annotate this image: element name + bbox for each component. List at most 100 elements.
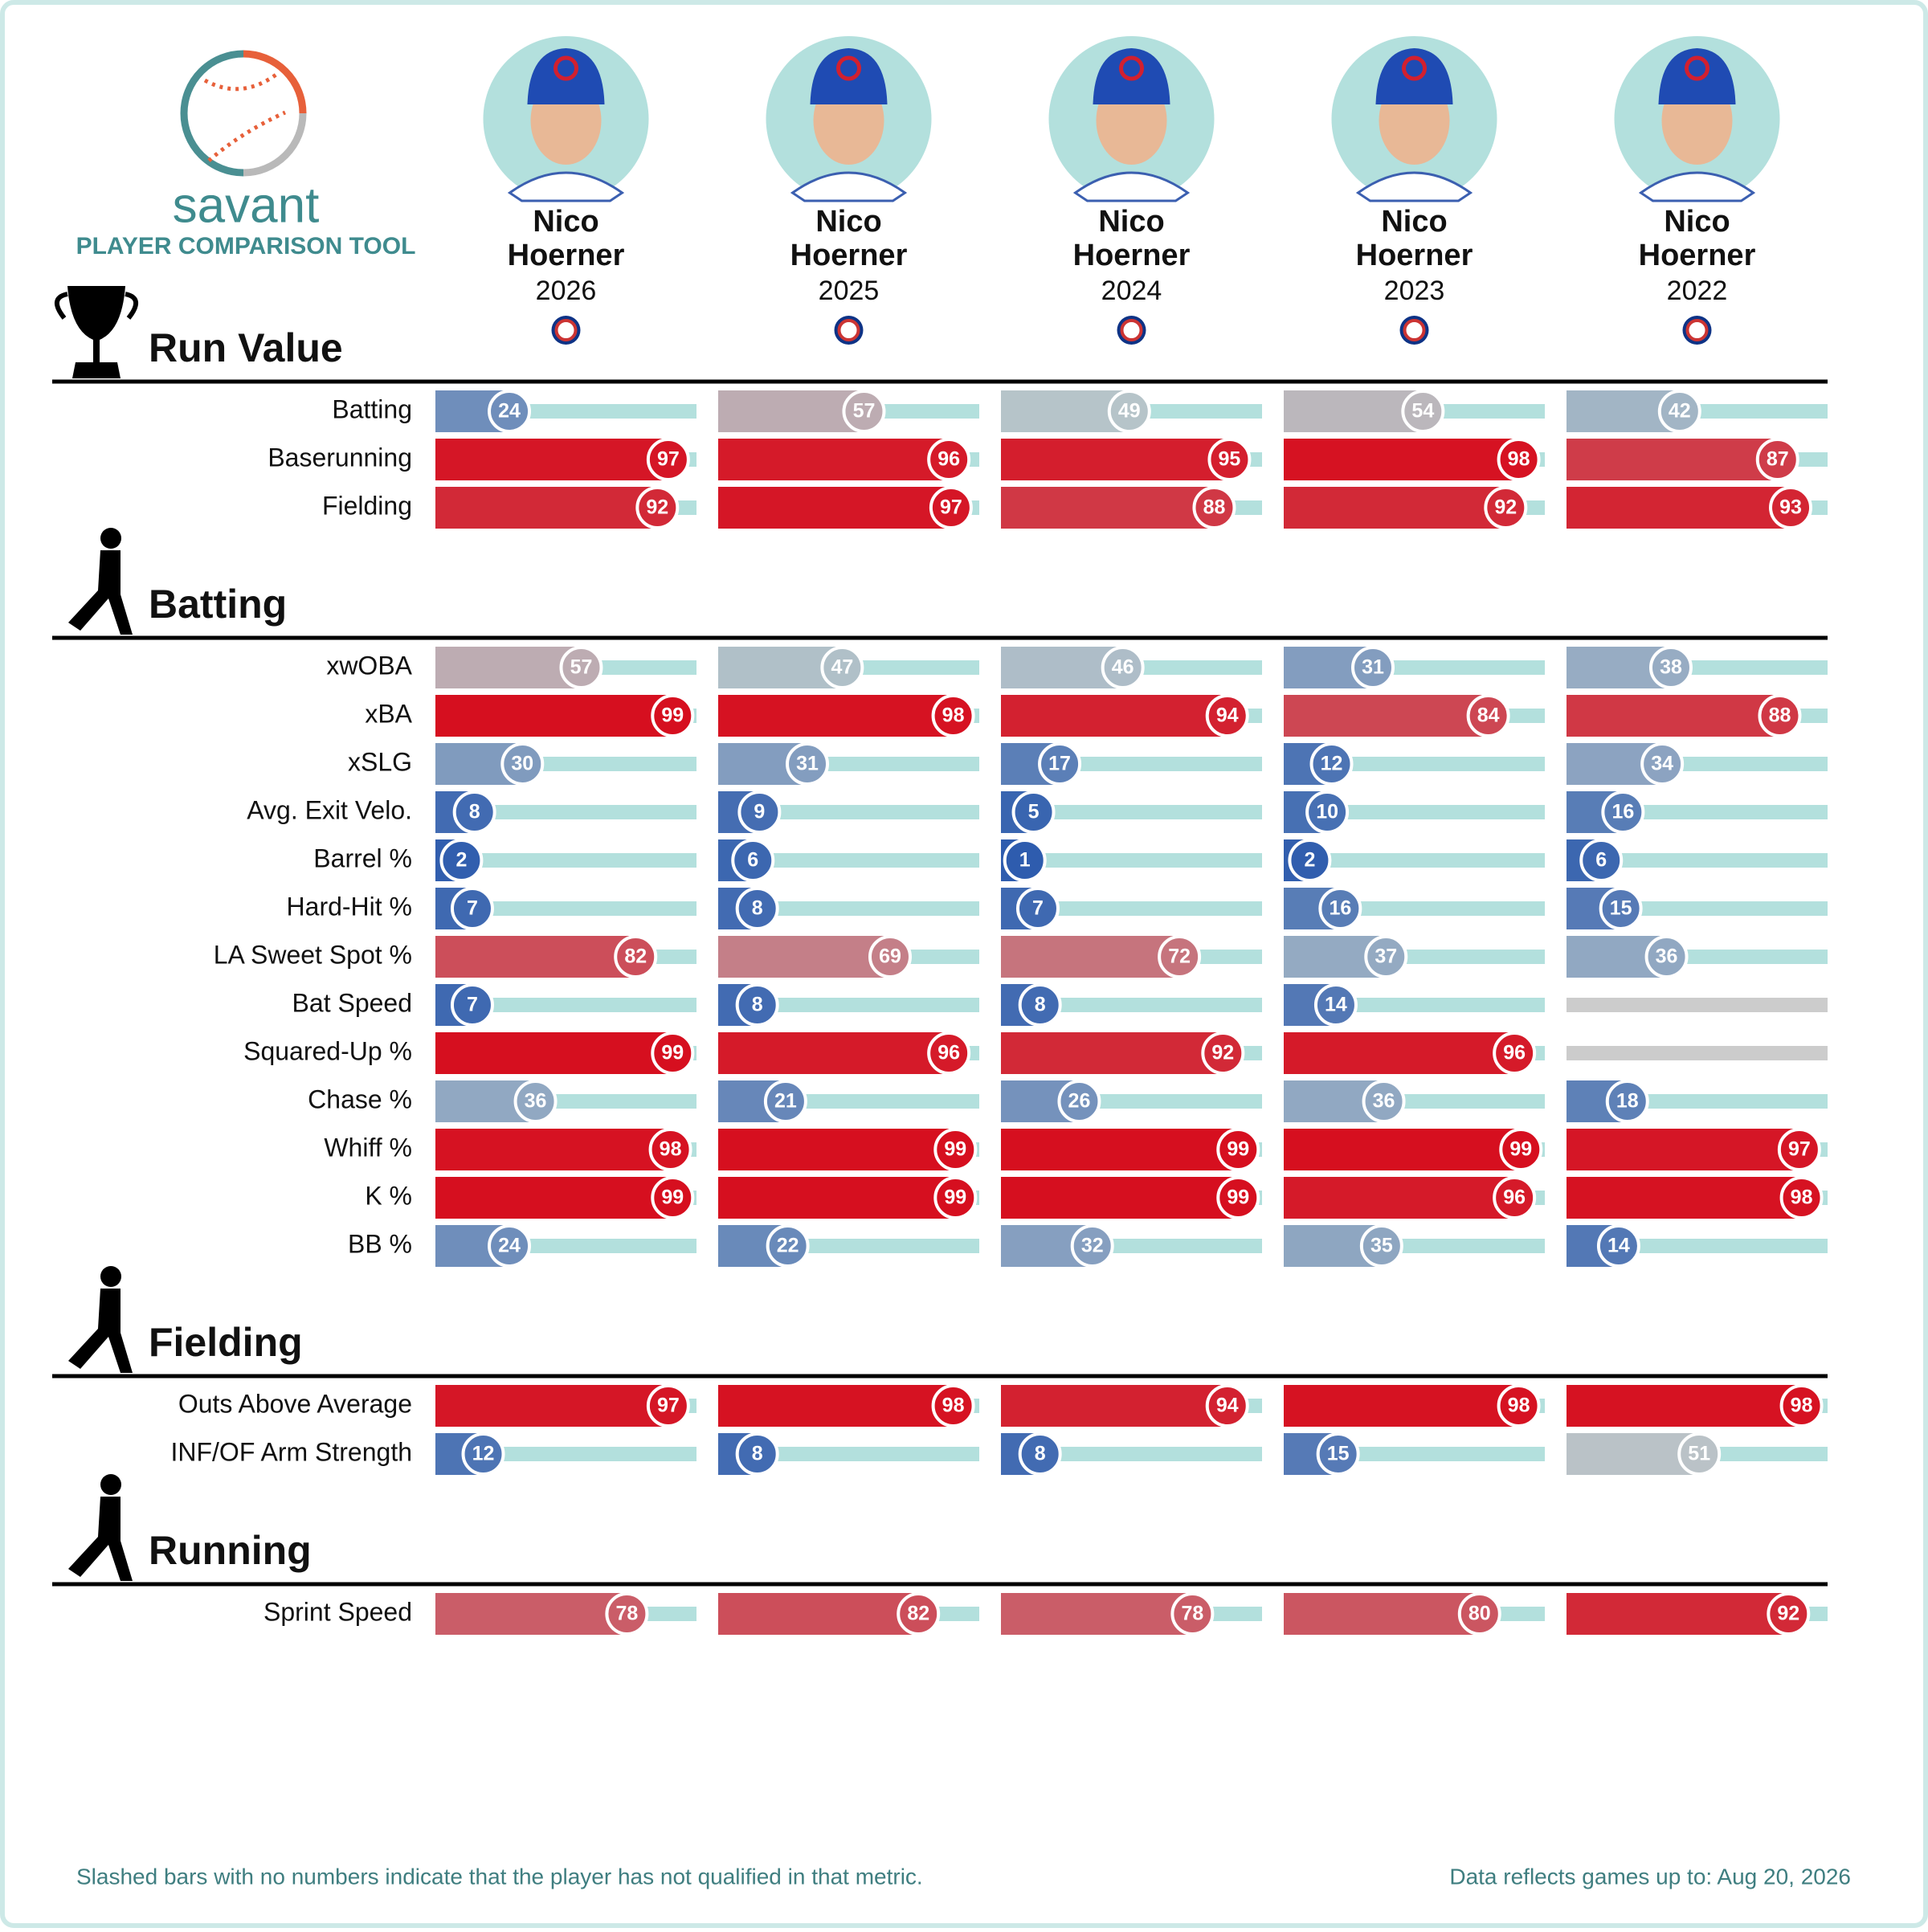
value-label: 7 xyxy=(1032,897,1044,920)
bar xyxy=(1284,1177,1515,1219)
value-label: 15 xyxy=(1327,1443,1350,1465)
track xyxy=(785,1094,979,1109)
bar xyxy=(1001,1593,1193,1635)
bar xyxy=(1284,487,1506,529)
track xyxy=(1601,853,1828,868)
value-dot xyxy=(488,1224,532,1268)
value-label: 80 xyxy=(1468,1603,1491,1625)
value-label: 32 xyxy=(1081,1235,1104,1257)
bar xyxy=(435,695,673,737)
bar xyxy=(1284,390,1424,432)
bar xyxy=(718,1032,950,1074)
player-name-box: Nico Hoerner xyxy=(1355,205,1473,272)
value-label: 6 xyxy=(1595,849,1607,872)
value-dot xyxy=(931,1384,975,1428)
value-label: 24 xyxy=(498,1235,521,1257)
value-label: 12 xyxy=(1321,753,1343,775)
value-dot xyxy=(842,390,886,433)
bar xyxy=(435,1385,668,1427)
value-dot xyxy=(1640,742,1685,786)
player-icon xyxy=(68,1266,133,1373)
track xyxy=(842,660,979,675)
bar xyxy=(1566,439,1778,480)
value-dot xyxy=(646,1384,690,1428)
not-qualified-bar xyxy=(1566,998,1828,1012)
value-label: 2 xyxy=(455,849,467,872)
track xyxy=(864,404,979,419)
value-label: 16 xyxy=(1329,897,1351,920)
value-dot xyxy=(1170,1592,1215,1636)
track xyxy=(1033,805,1262,819)
value-label: 98 xyxy=(1508,1395,1530,1417)
bar xyxy=(1566,1129,1799,1170)
bar xyxy=(718,695,954,737)
value-label: 46 xyxy=(1112,656,1134,679)
track xyxy=(1620,901,1828,916)
metric-label: Chase % xyxy=(308,1084,412,1113)
value-dot xyxy=(1599,887,1643,930)
value-dot xyxy=(646,438,690,481)
value-dot xyxy=(1011,790,1056,834)
value-label: 93 xyxy=(1779,496,1802,519)
metric-label: Whiff % xyxy=(324,1133,412,1162)
player-icon xyxy=(68,528,133,635)
player-season: 2026 xyxy=(536,276,597,306)
cap-logo xyxy=(836,55,861,81)
metric-label: Sprint Speed xyxy=(263,1597,412,1626)
track xyxy=(472,901,696,916)
bar xyxy=(718,1177,956,1219)
metric-label: BB % xyxy=(348,1229,412,1258)
value-label: 36 xyxy=(1373,1090,1395,1113)
track xyxy=(509,404,696,419)
icon-body xyxy=(68,1289,133,1373)
value-label: 97 xyxy=(657,1395,680,1417)
value-label: 8 xyxy=(752,897,763,920)
track xyxy=(1122,660,1262,675)
track xyxy=(1386,950,1545,964)
value-label: 22 xyxy=(777,1235,799,1257)
icon-head xyxy=(100,1266,121,1287)
value-label: 94 xyxy=(1216,1395,1239,1417)
track xyxy=(889,950,979,964)
track xyxy=(787,1239,979,1253)
player-name: Nico Hoerner xyxy=(1355,205,1473,272)
value-label: 36 xyxy=(525,1090,547,1113)
track xyxy=(1338,1447,1545,1461)
metric-label: Hard-Hit % xyxy=(287,892,412,921)
value-label: 92 xyxy=(1211,1042,1234,1064)
value-label: 38 xyxy=(1660,656,1682,679)
bar xyxy=(718,390,864,432)
value-dot xyxy=(1313,983,1358,1027)
track xyxy=(472,998,696,1012)
value-dot xyxy=(651,1176,695,1219)
player-shirt xyxy=(1072,171,1191,202)
value-dot xyxy=(1070,1224,1114,1268)
bar xyxy=(435,936,636,978)
value-label: 88 xyxy=(1769,705,1791,727)
track xyxy=(1037,901,1262,916)
track xyxy=(1670,660,1828,675)
bar xyxy=(1001,695,1227,737)
track xyxy=(757,901,979,916)
track xyxy=(807,757,979,771)
value-label: 30 xyxy=(511,753,533,775)
track xyxy=(509,1239,696,1253)
value-label: 26 xyxy=(1068,1090,1091,1113)
value-label: 15 xyxy=(1610,897,1632,920)
bar xyxy=(435,1593,627,1635)
value-dot xyxy=(1601,790,1645,834)
value-label: 99 xyxy=(661,1187,684,1209)
bar xyxy=(435,647,582,688)
value-dot xyxy=(1657,390,1701,433)
value-label: 16 xyxy=(1611,801,1634,823)
value-dot xyxy=(1192,486,1236,529)
value-label: 57 xyxy=(853,400,876,423)
metric-label: Batting xyxy=(332,394,412,423)
track xyxy=(1340,901,1545,916)
value-dot xyxy=(1364,935,1408,978)
value-dot xyxy=(1497,438,1541,481)
track xyxy=(753,853,979,868)
value-dot xyxy=(1018,1432,1062,1476)
